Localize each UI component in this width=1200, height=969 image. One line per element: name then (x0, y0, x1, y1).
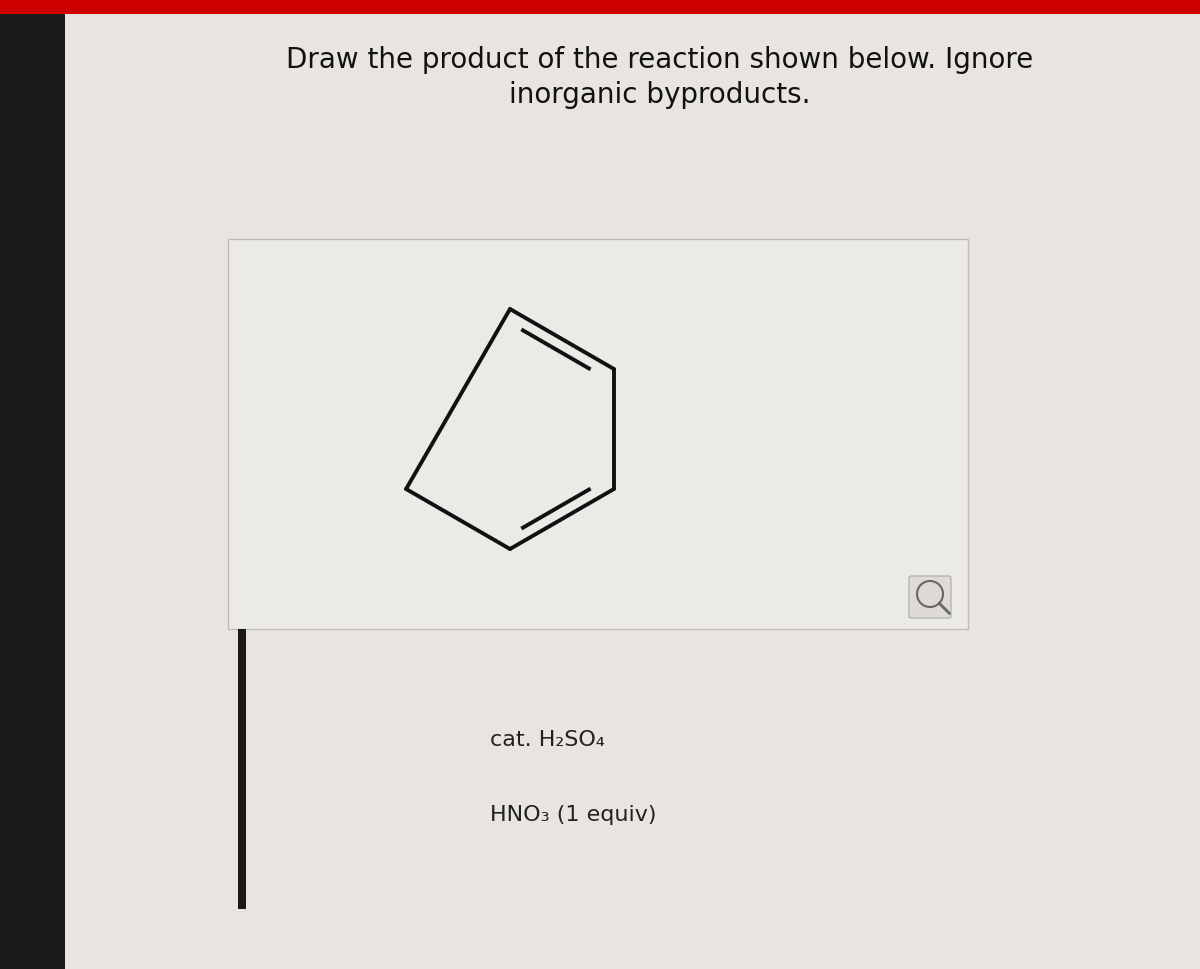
Text: cat. H₂SO₄: cat. H₂SO₄ (490, 730, 605, 749)
Bar (0, 0, 65, 969)
Text: Draw the product of the reaction shown below. Ignore: Draw the product of the reaction shown b… (287, 46, 1033, 74)
Bar (228, 239, 968, 629)
Bar (0, 0, 1200, 15)
Text: inorganic byproducts.: inorganic byproducts. (509, 81, 811, 109)
FancyBboxPatch shape (910, 577, 952, 618)
Text: HNO₃ (1 equiv): HNO₃ (1 equiv) (490, 804, 656, 825)
Bar (238, 629, 246, 909)
